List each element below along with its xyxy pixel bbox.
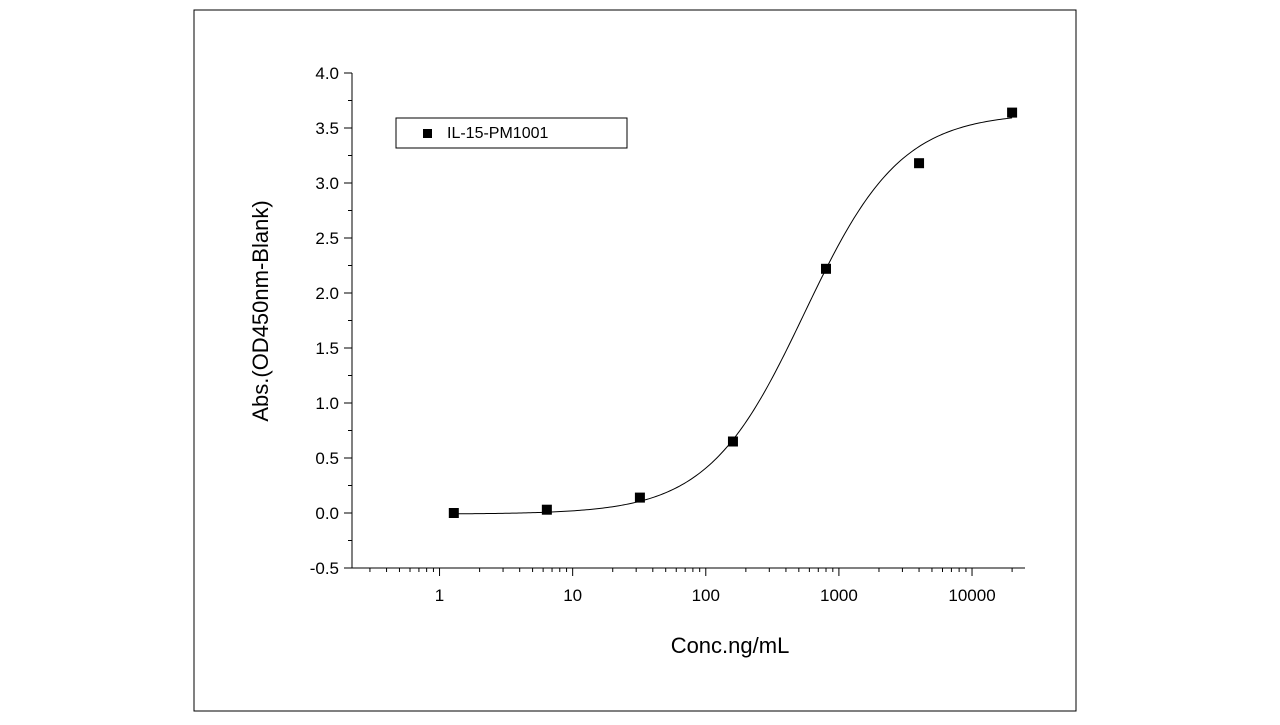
y-tick-label: 3.5 [315, 119, 339, 138]
y-tick-label: 2.5 [315, 229, 339, 248]
legend-marker [423, 129, 432, 138]
data-points [448, 107, 1018, 518]
x-axis-title: Conc.ng/mL [671, 633, 790, 658]
data-point [448, 508, 459, 518]
x-tick-label: 10000 [948, 586, 995, 605]
fit-curve [453, 117, 1013, 515]
data-point [914, 158, 925, 169]
data-point [727, 436, 738, 447]
axes: -0.5 0.0 0.5 1.0 1.5 2.0 2.5 3.0 3.5 4.0 1 10 100 100… [310, 64, 1025, 605]
x-tick-label: 1 [435, 586, 444, 605]
y-tick-label: 1.0 [315, 394, 339, 413]
y-tick-label: -0.5 [310, 559, 339, 578]
legend: IL-15-PM1001 [395, 117, 628, 149]
x-tick-label: 10 [563, 586, 582, 605]
y-tick-label: 3.0 [315, 174, 339, 193]
data-point [634, 492, 645, 503]
data-point [1007, 107, 1018, 118]
outer-frame [193, 9, 1077, 712]
y-tick-label: 2.0 [315, 284, 339, 303]
data-point [541, 504, 552, 515]
legend-label: IL-15-PM1001 [447, 125, 548, 142]
y-tick-label: 0.0 [315, 504, 339, 523]
legend-box [395, 117, 628, 149]
y-tick-label: 1.5 [315, 339, 339, 358]
x-tick-label: 100 [692, 586, 720, 605]
y-tick-label: 0.5 [315, 449, 339, 468]
x-tick-label: 1000 [820, 586, 858, 605]
y-tick-label: 4.0 [315, 64, 339, 83]
data-point [821, 263, 832, 274]
y-axis-title: Abs.(OD450nm-Blank) [248, 200, 273, 421]
